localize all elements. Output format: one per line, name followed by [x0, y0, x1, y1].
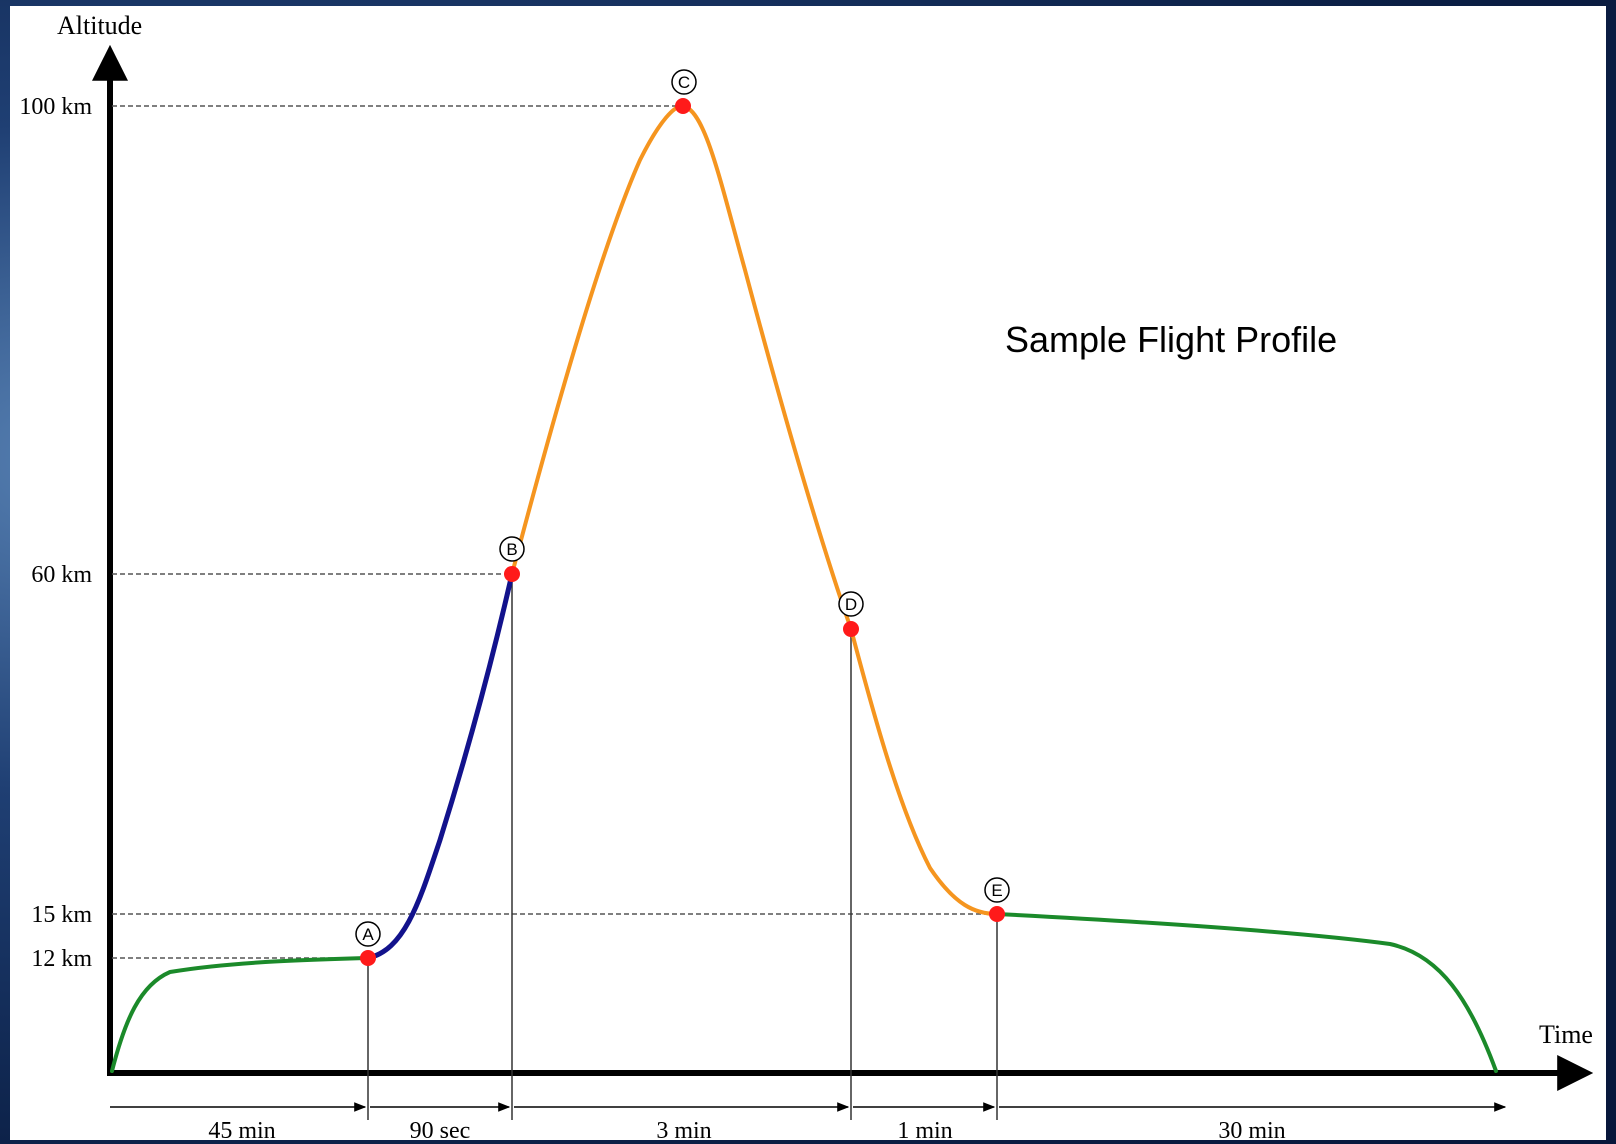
- x-axis-label: Time: [1539, 1020, 1593, 1049]
- y-tick-label-60: 60 km: [31, 562, 92, 588]
- point-badges: [355, 69, 1010, 947]
- duration-label-5: 30 min: [1218, 1118, 1285, 1144]
- marker-b: [504, 566, 520, 582]
- duration-label-1: 45 min: [208, 1118, 275, 1144]
- curve-climb-to-a: [110, 956, 370, 1073]
- y-axis-label: Altitude: [57, 11, 142, 40]
- diagram-panel: [10, 6, 1606, 1140]
- duration-label-2: 90 sec: [410, 1118, 471, 1144]
- marker-d: [843, 621, 859, 637]
- duration-label-4: 1 min: [897, 1118, 952, 1144]
- y-tick-label-15: 15 km: [31, 902, 92, 928]
- duration-label-3: 3 min: [656, 1118, 711, 1144]
- point-label-c: C: [678, 73, 690, 92]
- badge-b: [499, 536, 525, 562]
- badge-d: [838, 591, 864, 617]
- curve-ballistic-b-to-c: [510, 104, 685, 576]
- curve-descent-d-to-e: [849, 627, 999, 916]
- y-tick-label-100: 100 km: [19, 94, 92, 120]
- altitude-guides: [112, 105, 997, 959]
- badge-a: [355, 921, 381, 947]
- y-tick-label-12: 12 km: [31, 946, 92, 972]
- curve-boost-a-to-b: [365, 571, 515, 961]
- diagram-title: Sample Flight Profile: [1005, 319, 1337, 360]
- curve-ballistic-c-to-d: [681, 104, 853, 631]
- marker-c: [675, 98, 691, 114]
- point-label-d: D: [845, 595, 857, 614]
- badge-c: [671, 69, 697, 95]
- marker-e: [989, 906, 1005, 922]
- curve-glide-e-to-end: [995, 912, 1498, 1073]
- badge-e: [984, 877, 1010, 903]
- point-label-b: B: [506, 540, 517, 559]
- point-label-e: E: [991, 881, 1002, 900]
- point-label-a: A: [362, 925, 374, 944]
- marker-a: [360, 950, 376, 966]
- phase-boundaries: [367, 574, 998, 1120]
